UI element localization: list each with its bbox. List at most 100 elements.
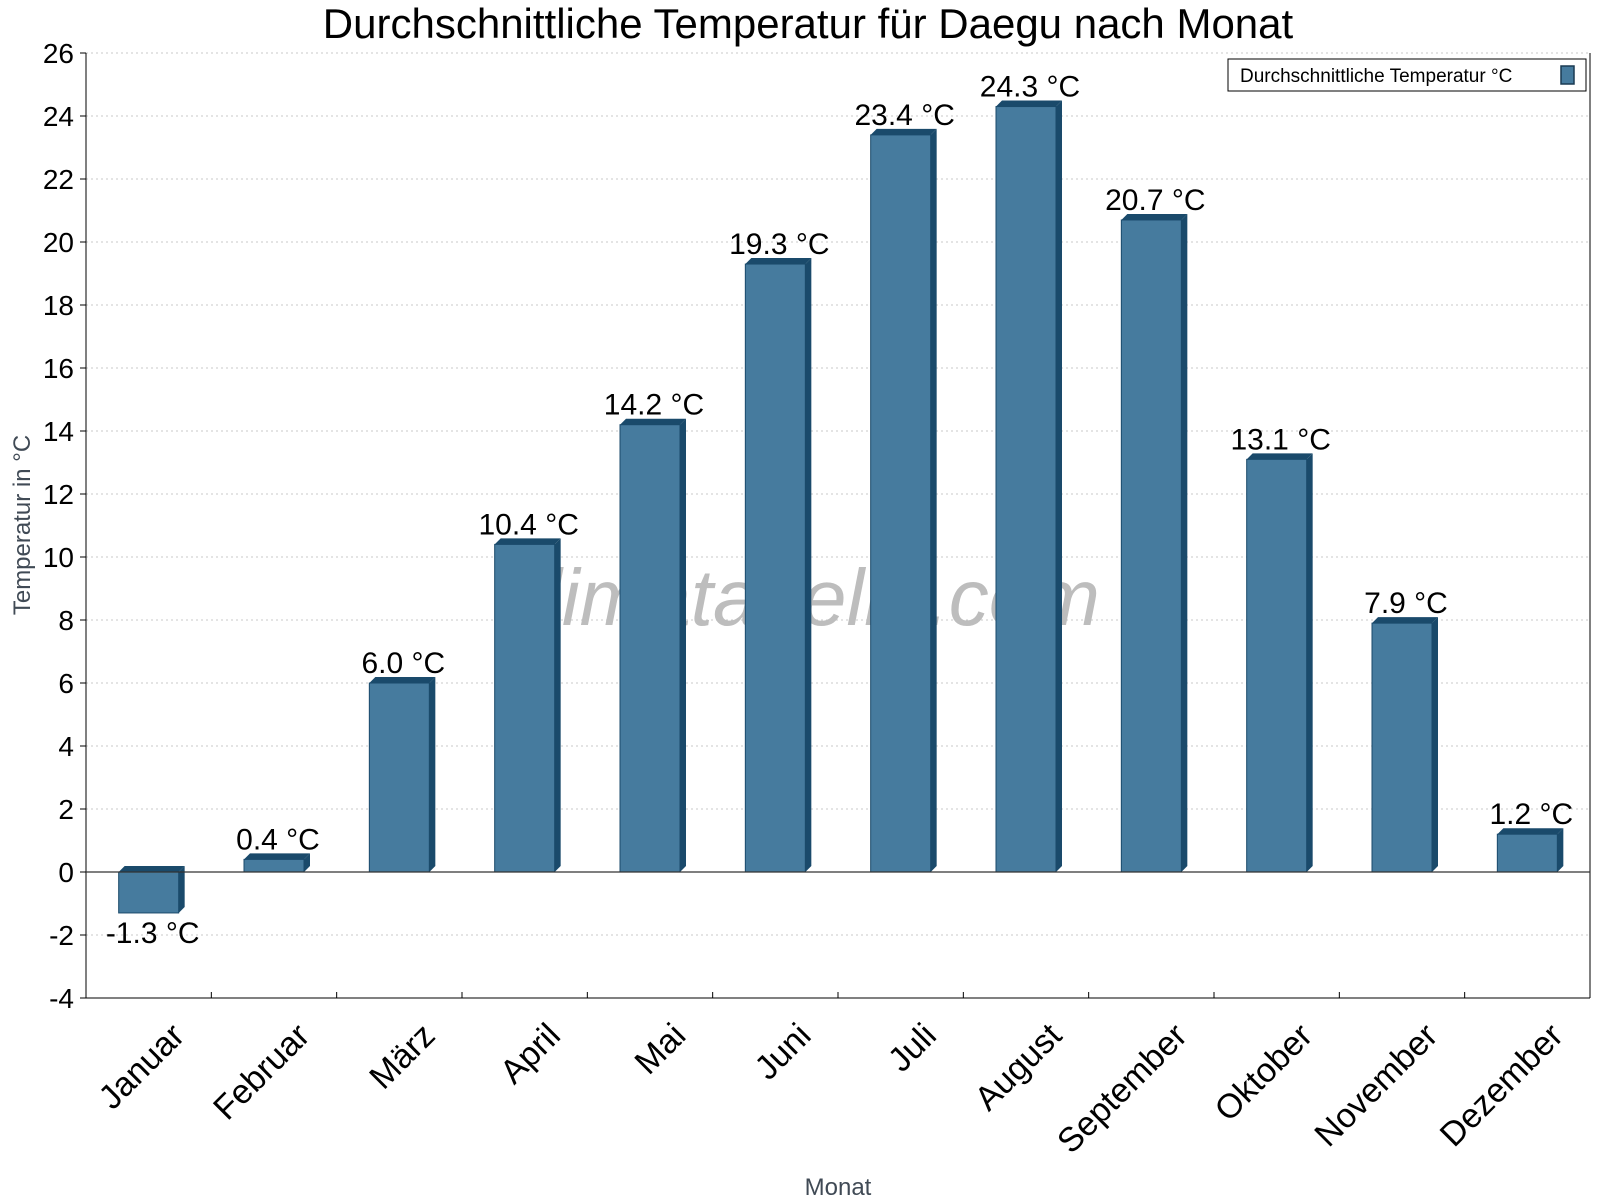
bar (494, 538, 561, 873)
y-tick-label: 16 (43, 353, 74, 384)
bar-side (805, 258, 812, 872)
y-tick-label: 10 (43, 542, 74, 573)
x-tick-label: März (362, 1016, 442, 1096)
legend-box (1227, 58, 1587, 92)
x-tick-label: Januar (91, 1016, 191, 1116)
chart-title: Durchschnittliche Temperatur für Daegu n… (323, 0, 1294, 47)
data-label: 24.3 °C (980, 71, 1080, 104)
bar-top (745, 258, 812, 265)
bar-front (995, 106, 1057, 873)
bar-side (178, 866, 185, 913)
bar-front (744, 263, 806, 873)
x-tick-label: November (1307, 1016, 1445, 1154)
data-labels: -1.3 °C 0.4 °C 6.0 °C 10.4 °C 14.2 °C 19.3 °C… (106, 71, 1573, 950)
bar-side (1432, 617, 1438, 872)
y-axis-label: Temperatur in °C (9, 435, 36, 615)
bar (870, 128, 937, 873)
bar-top (494, 538, 561, 545)
bar-front (619, 424, 681, 873)
bar-side (1306, 453, 1313, 872)
bar-front (1496, 833, 1558, 873)
bar-side (304, 853, 310, 872)
data-label: 0.4 °C (236, 823, 320, 856)
bar (1120, 213, 1188, 873)
bar-top (1121, 213, 1188, 220)
x-tick-label: September (1050, 1016, 1194, 1160)
bar-front (368, 682, 430, 873)
y-tick-label: 22 (43, 164, 74, 195)
axes (80, 52, 1591, 999)
bars (118, 100, 1564, 914)
y-tick-label: 18 (43, 290, 74, 321)
y-tick-label: 4 (58, 731, 74, 762)
data-label: 20.7 °C (1105, 184, 1205, 217)
bar (1371, 617, 1438, 873)
y-tick-label: -4 (49, 983, 74, 1014)
y-tick-label: 20 (43, 227, 74, 258)
data-label: 19.3 °C (729, 228, 829, 261)
bar-front (494, 543, 556, 873)
bar-top (369, 677, 436, 683)
bar-side (1557, 828, 1564, 872)
bar (744, 258, 812, 873)
bar-front (870, 134, 932, 873)
bar (368, 677, 436, 873)
x-tick-label: Mai (628, 1016, 694, 1082)
bar-side (1056, 100, 1062, 873)
bar-side (429, 677, 436, 872)
bar (995, 100, 1062, 873)
bar (243, 853, 310, 873)
bar-front (1371, 622, 1433, 873)
bar (118, 866, 185, 914)
x-axis-label: Monat (805, 1174, 872, 1200)
bar-top (870, 128, 937, 135)
bar-top (118, 866, 185, 872)
bar-top (244, 853, 310, 860)
bar (1496, 828, 1564, 873)
y-tick-label: 2 (58, 794, 74, 825)
gridlines (86, 52, 1590, 999)
y-tick-label: 6 (58, 668, 74, 699)
bar (1246, 453, 1313, 873)
y-tick-label: 24 (43, 101, 74, 132)
data-label: 13.1 °C (1230, 423, 1330, 456)
x-tick-label: Februar (206, 1016, 317, 1127)
data-label: -1.3 °C (106, 917, 200, 950)
data-label: 7.9 °C (1364, 587, 1448, 620)
legend: Durchschnittliche Temperatur °C (1227, 58, 1587, 92)
data-label: 6.0 °C (361, 647, 445, 680)
bar-front (1246, 458, 1308, 873)
y-tick-label: 8 (58, 605, 74, 636)
bar-top (620, 418, 686, 425)
y-tick-label: 14 (43, 416, 74, 447)
x-tick-labels: Januar Februar März April Mai Juni Juli AugustS… (91, 1016, 1570, 1161)
data-label: 10.4 °C (478, 508, 578, 541)
y-tick-label: 12 (43, 479, 74, 510)
x-tick-label: Juli (881, 1016, 944, 1079)
bar-front (243, 858, 305, 873)
y-tick-label: 0 (58, 857, 74, 888)
y-tick-label: 26 (43, 38, 74, 69)
bar-top (1497, 828, 1564, 835)
y-tick-label: -2 (49, 920, 74, 951)
bar-top (996, 100, 1062, 107)
bar-side (1181, 213, 1188, 872)
bar-side (680, 418, 686, 872)
data-label: 1.2 °C (1489, 798, 1573, 831)
bar-top (1246, 453, 1313, 460)
bar-side (554, 538, 561, 872)
legend-swatch (1560, 65, 1575, 85)
x-tick-label: August (967, 1016, 1069, 1118)
bar-front (118, 871, 180, 914)
bar (619, 418, 686, 873)
x-tick-label: Juni (748, 1016, 819, 1087)
bar-front (1120, 219, 1182, 873)
data-label: 23.4 °C (854, 99, 954, 132)
bar-top (1372, 617, 1438, 624)
x-tick-label: April (493, 1016, 568, 1091)
legend-label: Durchschnittliche Temperatur °C (1240, 66, 1512, 87)
x-tick-label: Dezember (1433, 1016, 1571, 1154)
data-label: 14.2 °C (604, 389, 704, 422)
